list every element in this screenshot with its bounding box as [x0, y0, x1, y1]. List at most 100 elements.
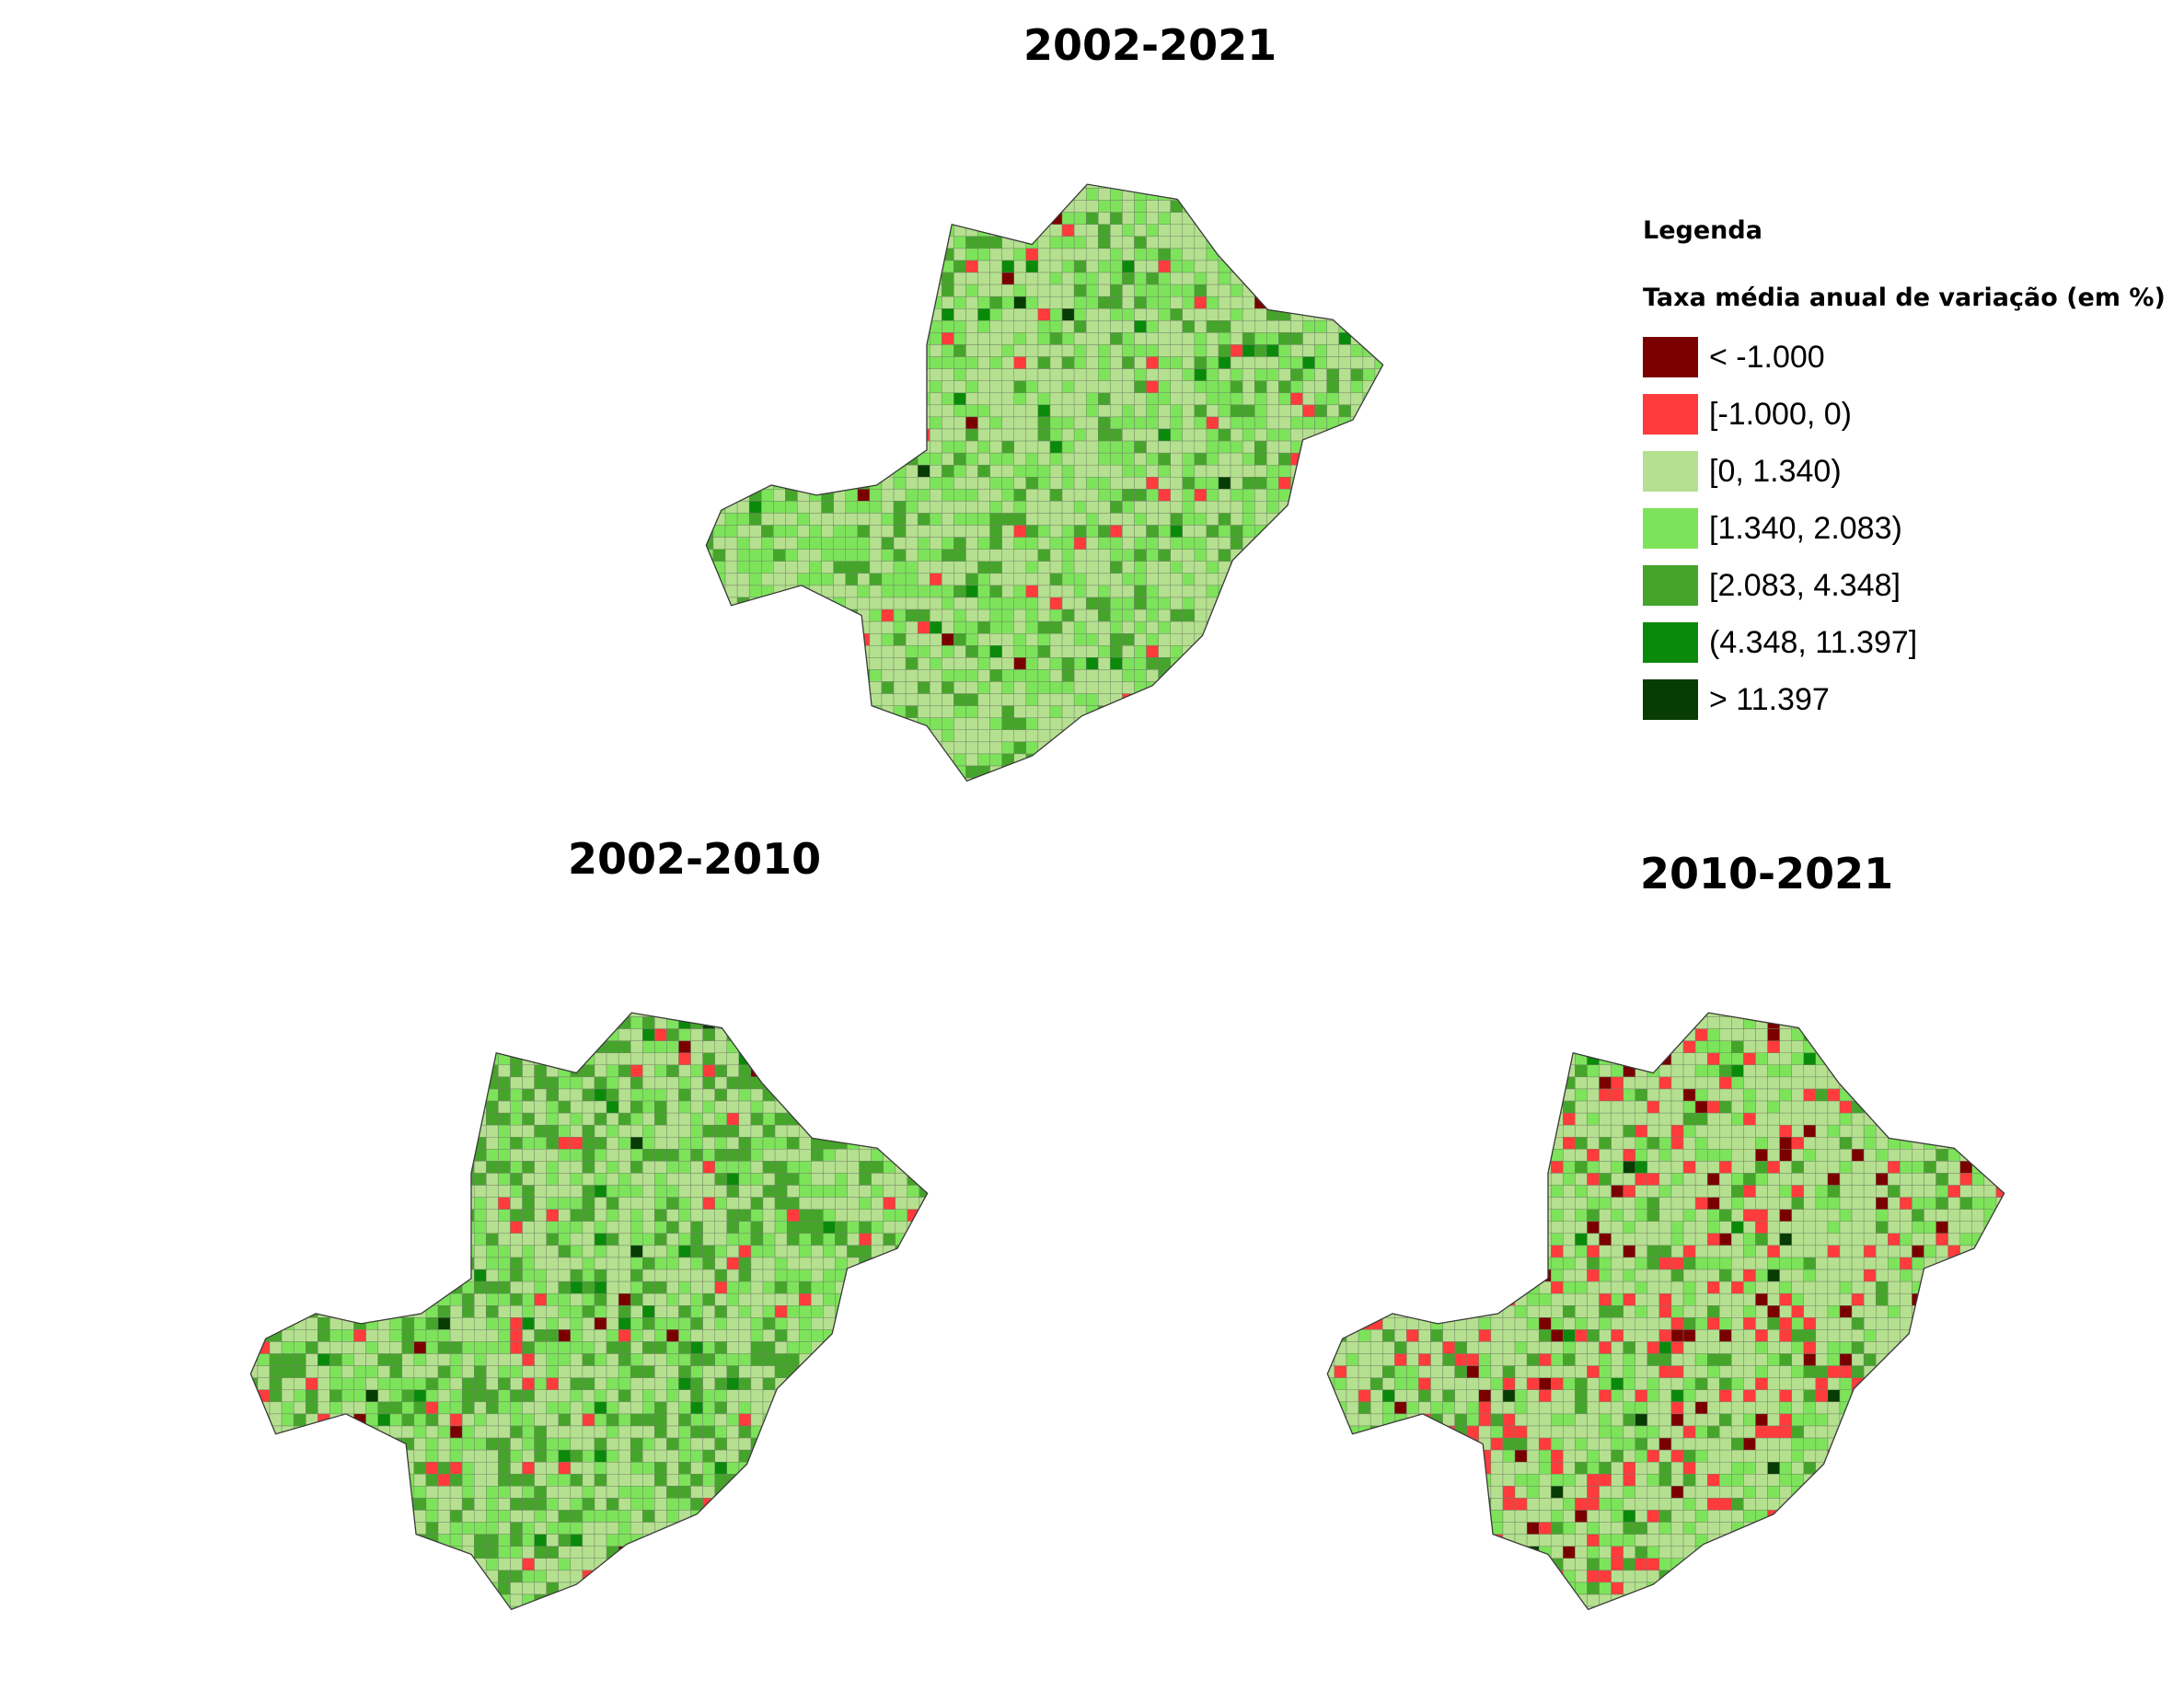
municipality-cell — [1038, 164, 1050, 176]
municipality-cell — [666, 1076, 679, 1090]
municipality-cell — [281, 1353, 295, 1366]
municipality-cell — [706, 248, 714, 261]
municipality-cell — [1037, 681, 1051, 694]
municipality-cell — [1001, 296, 1014, 309]
municipality-cell — [269, 1281, 283, 1294]
municipality-cell — [1182, 188, 1196, 201]
municipality-cell — [809, 284, 822, 297]
municipality-cell — [486, 1161, 499, 1174]
municipality-cell — [594, 1317, 607, 1330]
municipality-cell — [1399, 213, 1411, 225]
municipality-cell — [786, 1028, 800, 1041]
municipality-cell — [905, 729, 919, 743]
municipality-cell — [738, 1233, 752, 1246]
municipality-cell — [306, 1161, 318, 1174]
municipality-cell — [798, 1161, 812, 1174]
municipality-cell — [498, 1292, 511, 1306]
municipality-cell — [762, 1173, 776, 1186]
municipality-cell — [365, 1112, 378, 1126]
municipality-cell — [905, 308, 919, 321]
municipality-cell — [1098, 236, 1111, 249]
municipality-cell — [1399, 189, 1411, 201]
municipality-cell — [809, 380, 822, 393]
municipality-cell — [365, 1173, 378, 1186]
municipality-cell — [293, 1233, 306, 1246]
municipality-cell — [281, 1365, 295, 1378]
municipality-cell — [413, 1052, 427, 1066]
municipality-cell — [989, 645, 1002, 658]
municipality-cell — [762, 1076, 776, 1090]
municipality-cell — [1098, 440, 1111, 454]
municipality-cell — [736, 632, 750, 646]
municipality-cell — [1146, 416, 1159, 430]
municipality-cell — [414, 992, 426, 1004]
municipality-cell — [906, 790, 918, 802]
municipality-cell — [690, 1329, 703, 1342]
municipality-cell — [847, 1040, 860, 1053]
municipality-cell — [1218, 537, 1231, 550]
municipality-cell — [917, 392, 930, 406]
municipality-cell — [449, 1173, 463, 1186]
municipality-cell — [965, 320, 978, 333]
municipality-cell — [1194, 344, 1208, 357]
municipality-cell — [706, 717, 714, 731]
municipality-cell — [823, 1257, 836, 1270]
municipality-cell — [559, 992, 571, 1004]
municipality-cell — [654, 1028, 667, 1041]
municipality-cell — [833, 404, 846, 418]
municipality-cell — [678, 1269, 691, 1282]
municipality-cell — [582, 1341, 595, 1354]
municipality-cell — [318, 1245, 330, 1258]
municipality-cell — [919, 992, 931, 1004]
municipality-cell — [546, 1329, 559, 1342]
municipality-cell — [437, 1052, 451, 1066]
municipality-cell — [1049, 597, 1063, 610]
municipality-cell — [857, 464, 871, 478]
municipality-cell — [1134, 489, 1147, 502]
municipality-cell — [1326, 608, 1339, 622]
municipality-cell — [965, 513, 978, 526]
municipality-cell — [558, 1221, 572, 1234]
municipality-cell — [893, 681, 907, 694]
municipality-cell — [726, 1185, 740, 1198]
municipality-cell — [1085, 416, 1099, 430]
municipality-cell — [306, 1281, 318, 1294]
municipality-cell — [1146, 489, 1159, 502]
municipality-cell — [1122, 573, 1135, 586]
municipality-cell — [1013, 513, 1027, 526]
municipality-cell — [690, 1233, 703, 1246]
municipality-cell — [1134, 681, 1147, 694]
municipality-cell — [833, 332, 846, 345]
municipality-cell — [1266, 164, 1278, 176]
municipality-cell — [953, 332, 966, 345]
municipality-cell — [413, 1329, 427, 1342]
municipality-cell — [821, 404, 834, 418]
municipality-cell — [1387, 225, 1399, 237]
municipality-cell — [570, 1317, 584, 1330]
municipality-cell — [318, 1197, 330, 1210]
municipality-cell — [738, 1137, 752, 1150]
municipality-cell — [1290, 681, 1303, 694]
municipality-cell — [1230, 777, 1243, 782]
municipality-cell — [1362, 705, 1376, 718]
municipality-cell — [534, 1209, 547, 1222]
municipality-cell — [558, 1076, 572, 1090]
municipality-cell — [797, 790, 809, 802]
municipality-cell — [748, 585, 762, 598]
municipality-cell — [293, 1305, 306, 1318]
municipality-cell — [977, 669, 990, 682]
municipality-cell — [761, 356, 774, 369]
municipality-cell — [1230, 645, 1243, 658]
municipality-cell — [606, 1124, 619, 1138]
municipality-cell — [594, 1088, 607, 1102]
municipality-cell — [785, 620, 798, 634]
municipality-cell — [797, 477, 810, 490]
municipality-cell — [618, 1112, 631, 1126]
municipality-cell — [558, 1281, 572, 1294]
municipality-cell — [748, 537, 762, 550]
municipality-cell — [654, 1185, 667, 1198]
municipality-cell — [859, 1028, 872, 1041]
municipality-cell — [1001, 513, 1014, 526]
municipality-cell — [893, 200, 907, 213]
municipality-cell — [1001, 705, 1014, 718]
